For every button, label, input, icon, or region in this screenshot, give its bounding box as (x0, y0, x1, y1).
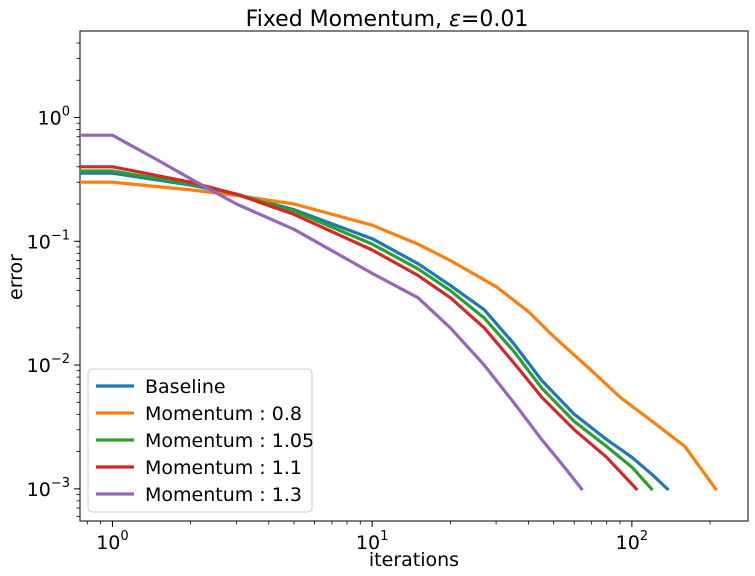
legend-label: Momentum : 1.1 (145, 457, 302, 479)
series-lines (80, 133, 718, 492)
legend-box (87, 368, 313, 513)
legend-label: Momentum : 1.3 (145, 484, 302, 506)
y-tick-label: 100 (38, 105, 70, 130)
y-tick-label: 10−1 (27, 228, 70, 253)
plot-area (79, 30, 749, 522)
major-ticks: 100 101 102 100 10−1 10−2 10−3 (27, 105, 648, 554)
title-value: =0.01 (461, 7, 528, 32)
x-axis-label: iterations (369, 549, 459, 571)
title-epsilon: ε (449, 7, 461, 32)
chart-title: Fixed Momentum, ε=0.01 (246, 7, 529, 32)
x-tick-label: 101 (356, 529, 388, 554)
minor-ticks (76, 42, 711, 525)
legend-label: Momentum : 1.05 (145, 430, 314, 452)
legend-label: Momentum : 0.8 (145, 403, 302, 425)
plot-frame (79, 30, 749, 522)
x-tick-label: 100 (96, 529, 128, 554)
y-axis-label: error (5, 254, 27, 300)
y-tick-label: 10−2 (27, 352, 70, 377)
y-tick-label: 10−3 (27, 476, 70, 501)
legend: Baseline Momentum : 0.8 Momentum : 1.05 Mom… (87, 368, 314, 513)
title-main: Fixed Momentum, (246, 7, 449, 32)
legend-label: Baseline (145, 376, 226, 398)
x-tick-label: 102 (616, 529, 648, 554)
series-line-4 (80, 133, 584, 492)
